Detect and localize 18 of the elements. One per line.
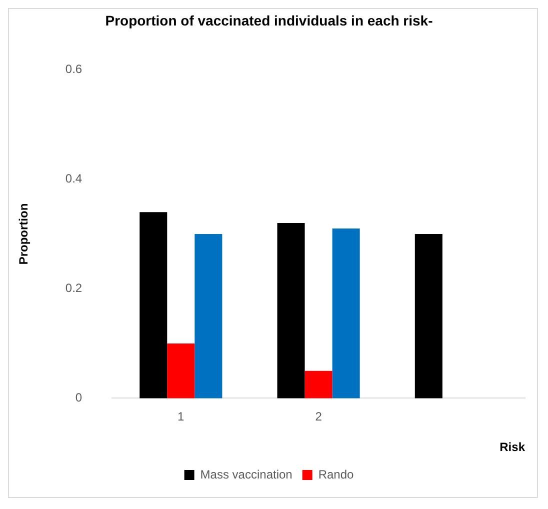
- bar: [140, 212, 168, 398]
- bar: [194, 234, 222, 398]
- y-tick-label: 0.2: [65, 281, 82, 296]
- y-tick-label: 0.4: [65, 172, 82, 186]
- legend-label: Rando: [318, 467, 354, 482]
- bar: [277, 223, 305, 398]
- chart-title: Proportion of vaccinated individuals in each risk-: [105, 12, 434, 28]
- legend-label: Mass vaccination: [200, 467, 292, 482]
- bar: [332, 228, 360, 398]
- x-tick-label: 2: [315, 410, 322, 424]
- y-tick-label: 0: [75, 390, 82, 405]
- x-axis-title: Risk: [500, 440, 526, 454]
- x-tick-label: 1: [178, 410, 185, 424]
- bar: [304, 370, 332, 398]
- bar: [414, 234, 442, 398]
- bar: [167, 343, 195, 398]
- y-axis-title: Proportion: [16, 203, 31, 265]
- y-tick-label: 0.6: [65, 62, 82, 76]
